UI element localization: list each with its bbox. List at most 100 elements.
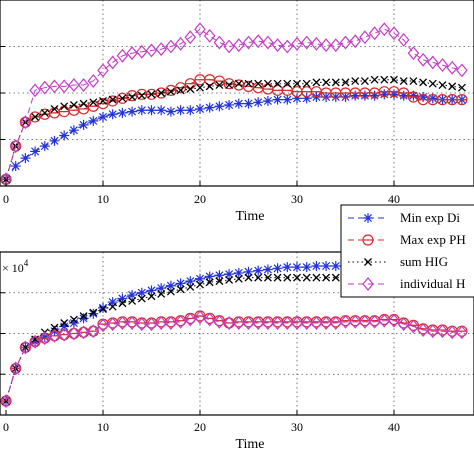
top-point-sum-hig-16	[157, 89, 166, 97]
bottom-point-sum-hig-27	[263, 273, 272, 282]
bottom-point-min-exp-di-11	[107, 297, 118, 308]
top-point-sum-hig-19	[186, 85, 195, 93]
top-point-min-exp-di-9	[88, 115, 99, 126]
top-point-individual-h-28	[271, 38, 284, 53]
top-point-sum-hig-44	[428, 79, 437, 88]
top-point-sum-hig-38	[370, 75, 379, 84]
bottom-point-min-exp-di-21	[204, 271, 215, 282]
bottom-point-min-exp-di-18	[175, 278, 186, 289]
top-point-min-exp-di-17	[165, 106, 176, 117]
bottom-point-individual-h-5	[48, 328, 61, 343]
top-point-max-exp-ph-19	[184, 78, 196, 90]
bottom-point-min-exp-di-7	[68, 318, 79, 329]
top-point-max-exp-ph-13	[126, 90, 138, 102]
top-point-sum-hig-5	[50, 104, 59, 113]
top-point-individual-h-45	[436, 58, 449, 73]
top-point-min-exp-di-16	[156, 105, 167, 116]
top-point-min-exp-di-27	[262, 95, 273, 106]
legend-swatch-marker-sum-hig	[364, 258, 372, 266]
bottom-x-axis-label: Time	[235, 437, 264, 452]
top-x-tick-label-40: 40	[388, 192, 400, 206]
top-point-sum-hig-39	[380, 75, 389, 84]
bottom-point-sum-hig-22	[215, 277, 224, 286]
bottom-point-sum-hig-16	[157, 289, 166, 298]
bottom-point-sum-hig-31	[302, 273, 311, 282]
top-point-individual-h-38	[368, 26, 381, 41]
top-point-min-exp-di-31	[301, 93, 312, 104]
bottom-point-individual-h-4	[39, 331, 51, 346]
bottom-point-individual-h-18	[174, 314, 187, 329]
bottom-ticks: 0 10 20 30 40	[0, 292, 400, 434]
top-point-individual-h-20	[194, 22, 206, 37]
top-point-sum-hig-6	[60, 102, 69, 111]
top-point-sum-hig-21	[205, 82, 214, 91]
top-point-individual-h-47	[456, 63, 468, 78]
bottom-point-sum-hig-3	[31, 335, 40, 344]
bottom-point-individual-h-25	[242, 316, 255, 330]
bottom-point-min-exp-di-9	[88, 308, 99, 319]
top-point-min-exp-di-15	[146, 105, 157, 116]
top-point-max-exp-ph-8	[77, 103, 90, 115]
top-point-min-exp-di-10	[98, 111, 108, 122]
top-point-individual-h-15	[145, 43, 158, 58]
top-point-individual-h-46	[446, 60, 458, 75]
top-point-max-exp-ph-47	[456, 94, 468, 106]
bottom-point-sum-hig-30	[293, 273, 301, 282]
top-point-min-exp-di-14	[136, 105, 147, 116]
top-series-max-exp-ph	[0, 74, 468, 185]
bottom-point-individual-h-41	[397, 317, 410, 332]
top-point-min-exp-di-4	[39, 141, 50, 152]
bottom-point-min-exp-di-22	[214, 270, 225, 281]
top-point-individual-h-3	[29, 83, 41, 98]
bottom-point-sum-hig-25	[244, 273, 253, 282]
top-point-sum-hig-36	[351, 77, 360, 86]
top-point-individual-h-44	[427, 55, 439, 70]
bottom-point-sum-hig-26	[254, 273, 263, 282]
top-point-individual-h-37	[359, 30, 371, 45]
top-point-sum-hig-23	[225, 81, 234, 89]
bottom-point-individual-h-8	[77, 325, 90, 340]
top-point-individual-h-32	[310, 36, 323, 51]
top-point-sum-hig-10	[99, 97, 107, 105]
top-point-min-exp-di-33	[321, 91, 332, 102]
top-point-min-exp-di-1	[10, 161, 21, 172]
top-point-max-exp-ph-14	[136, 88, 148, 100]
top-point-sum-hig-7	[69, 100, 78, 109]
bottom-series-individual-h	[0, 310, 468, 408]
bottom-point-min-exp-di-12	[117, 293, 128, 304]
bottom-point-individual-h-23	[223, 316, 235, 330]
top-point-min-exp-di-8	[78, 119, 89, 130]
top-point-min-exp-di-37	[359, 90, 370, 101]
top-point-individual-h-42	[407, 46, 420, 61]
top-point-min-exp-di-24	[233, 98, 244, 109]
top-x-tick-label-10: 10	[97, 192, 109, 206]
bottom-point-individual-h-3	[29, 334, 41, 349]
top-point-individual-h-10	[97, 63, 109, 78]
top-point-individual-h-12	[116, 48, 129, 63]
bottom-point-min-exp-di-23	[224, 269, 235, 280]
bottom-point-sum-hig-6	[60, 319, 69, 327]
top-point-sum-hig-28	[273, 79, 282, 88]
top-point-sum-hig-11	[108, 95, 117, 104]
top-point-sum-hig-37	[360, 77, 369, 86]
top-point-min-exp-di-34	[330, 91, 341, 102]
bottom-line-individual-h	[5, 316, 462, 402]
top-point-max-exp-ph-20	[194, 74, 206, 86]
bottom-point-min-exp-di-24	[233, 267, 244, 278]
legend-entry-individual-h: individual H	[348, 276, 465, 291]
bottom-point-min-exp-di-25	[243, 266, 254, 277]
bottom-exponent-power: 4	[24, 258, 29, 268]
top-point-min-exp-di-35	[340, 91, 351, 102]
top-point-sum-hig-29	[283, 79, 292, 88]
bottom-point-min-exp-di-30	[292, 262, 302, 273]
bottom-point-min-exp-di-27	[262, 264, 273, 275]
top-point-individual-h-36	[349, 34, 361, 49]
bottom-point-sum-hig-18	[176, 285, 185, 294]
top-point-individual-h-19	[184, 30, 197, 45]
top-ticks: 0 10 20 30 40	[0, 46, 400, 206]
top-point-individual-h-43	[417, 52, 429, 67]
bottom-point-min-exp-di-31	[301, 262, 312, 273]
top-point-min-exp-di-39	[379, 89, 390, 100]
top-series-sum-hig	[2, 75, 466, 184]
bottom-exponent-base: × 10	[2, 261, 24, 275]
